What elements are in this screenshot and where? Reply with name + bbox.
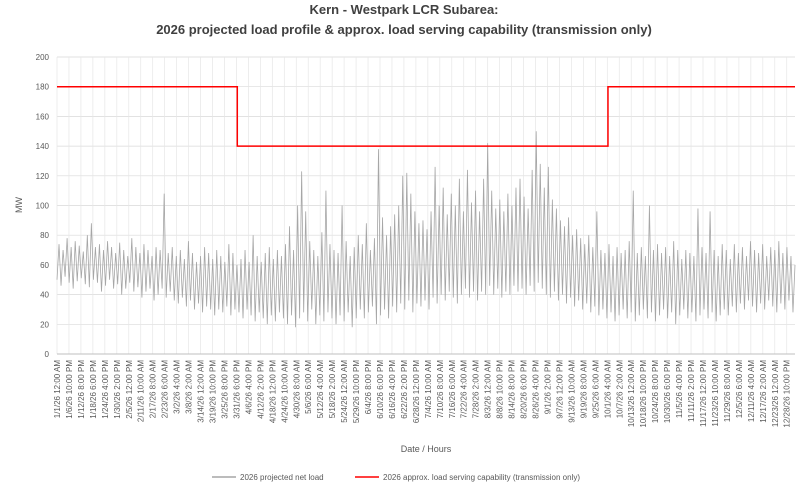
x-tick-label: 1/12/26 8:00 PM xyxy=(77,360,86,419)
x-tick-label: 11/17/26 12:00 PM xyxy=(699,360,708,427)
x-tick-label: 6/4/26 8:00 PM xyxy=(364,360,373,415)
x-tick-label: 6/22/26 2:00 PM xyxy=(400,360,409,419)
x-tick-label: 2/11/26 10:00 AM xyxy=(137,360,146,422)
x-tick-label: 7/16/26 6:00 AM xyxy=(448,360,457,419)
x-tick-label: 9/7/26 12:00 PM xyxy=(555,360,564,419)
y-tick-label: 200 xyxy=(36,53,50,62)
y-axis-title: MW xyxy=(14,197,24,213)
x-tick-label: 7/22/26 4:00 AM xyxy=(460,360,469,419)
x-tick-label: 1/30/26 2:00 PM xyxy=(113,360,122,419)
x-axis-title: Date / Hours xyxy=(401,444,452,454)
x-tick-label: 10/7/26 2:00 AM xyxy=(615,360,624,419)
x-tick-label: 6/16/26 4:00 PM xyxy=(388,360,397,419)
x-tick-label: 10/13/26 12:00 AM xyxy=(627,360,636,428)
y-tick-label: 60 xyxy=(40,261,49,270)
y-tick-label: 160 xyxy=(36,112,50,121)
y-tick-label: 100 xyxy=(36,202,50,211)
x-tick-label: 6/28/26 12:00 PM xyxy=(412,360,421,423)
x-tick-label: 7/10/26 8:00 AM xyxy=(436,360,445,419)
x-tick-label: 4/30/26 8:00 AM xyxy=(292,360,301,419)
x-tick-label: 3/8/26 2:00 AM xyxy=(185,360,194,414)
x-tick-label: 8/3/26 12:00 AM xyxy=(484,360,493,419)
x-tick-label: 2/5/26 12:00 PM xyxy=(125,360,134,419)
y-tick-label: 180 xyxy=(36,83,50,92)
x-tick-label: 5/12/26 4:00 AM xyxy=(316,360,325,419)
x-tick-label: 12/17/26 2:00 AM xyxy=(759,360,768,423)
x-tick-label: 3/14/26 12:00 AM xyxy=(197,360,206,423)
x-tick-label: 10/1/26 4:00 AM xyxy=(603,360,612,419)
legend-label: 2026 projected net load xyxy=(240,473,324,482)
x-tick-label: 11/29/26 8:00 AM xyxy=(723,360,732,422)
x-tick-label: 10/30/26 6:00 PM xyxy=(663,360,672,423)
x-tick-label: 12/11/26 4:00 AM xyxy=(747,360,756,422)
x-tick-label: 4/24/26 10:00 AM xyxy=(280,360,289,423)
x-tick-label: 12/5/26 6:00 AM xyxy=(735,360,744,419)
chart-title: Kern - Westpark LCR Subarea: xyxy=(309,2,498,17)
x-tick-label: 12/28/26 10:00 PM xyxy=(783,360,792,428)
chart-subtitle: 2026 projected load profile & approx. lo… xyxy=(156,22,652,37)
x-tick-label: 1/24/26 4:00 PM xyxy=(101,360,110,419)
x-tick-label: 8/8/26 10:00 PM xyxy=(496,360,505,419)
x-tick-label: 11/5/26 4:00 PM xyxy=(675,360,684,418)
legend-label: 2026 approx. load serving capability (tr… xyxy=(383,473,580,482)
data-line xyxy=(56,131,796,328)
y-tick-label: 20 xyxy=(40,320,49,329)
x-tick-label: 3/19/26 10:00 PM xyxy=(209,360,218,423)
data-line xyxy=(57,85,795,147)
x-tick-label: 4/6/26 4:00 PM xyxy=(244,360,253,415)
x-tick-label: 9/25/26 6:00 AM xyxy=(591,360,600,419)
x-tick-label: 8/26/26 4:00 PM xyxy=(532,360,541,419)
x-tick-label: 1/6/26 10:00 PM xyxy=(65,360,74,419)
y-tick-label: 40 xyxy=(40,291,49,300)
x-tick-label: 1/18/26 6:00 PM xyxy=(89,360,98,419)
x-tick-label: 2/17/26 8:00 AM xyxy=(149,360,158,419)
x-tick-label: 11/11/26 2:00 PM xyxy=(687,360,696,422)
x-tick-label: 3/2/26 4:00 AM xyxy=(173,360,182,414)
x-tick-label: 5/6/26 6:00 AM xyxy=(304,360,313,414)
x-tick-label: 5/18/26 2:00 AM xyxy=(328,360,337,419)
x-tick-label: 3/31/26 6:00 PM xyxy=(232,360,241,419)
x-tick-label: 5/29/26 10:00 PM xyxy=(352,360,361,423)
x-tick-label: 5/24/26 12:00 AM xyxy=(340,360,349,423)
x-tick-label: 10/24/26 8:00 PM xyxy=(651,360,660,423)
x-tick-label: 7/4/26 10:00 AM xyxy=(424,360,433,419)
x-tick-label: 3/25/26 8:00 PM xyxy=(220,360,229,419)
x-tick-label: 12/23/26 12:00 AM xyxy=(771,360,780,428)
y-tick-label: 80 xyxy=(40,231,49,240)
x-tick-label: 10/18/26 10:00 PM xyxy=(639,360,648,428)
x-tick-label: 4/12/26 2:00 PM xyxy=(256,360,265,419)
x-tick-label: 6/10/26 6:00 PM xyxy=(376,360,385,419)
x-tick-label: 7/28/26 2:00 AM xyxy=(472,360,481,419)
x-tick-label: 4/18/26 12:00 PM xyxy=(268,360,277,423)
x-tick-label: 1/1/26 12:00 AM xyxy=(53,360,62,419)
x-tick-label: 11/23/26 10:00 AM xyxy=(711,360,720,427)
x-tick-label: 9/13/26 10:00 AM xyxy=(567,360,576,423)
x-tick-label: 9/1/26 2:00 PM xyxy=(543,360,552,415)
y-tick-label: 120 xyxy=(36,172,50,181)
y-tick-label: 0 xyxy=(45,350,50,359)
x-tick-label: 8/14/26 8:00 PM xyxy=(508,360,517,419)
x-tick-label: 2/23/26 6:00 AM xyxy=(161,360,170,419)
y-tick-label: 140 xyxy=(36,142,50,151)
x-tick-label: 8/20/26 6:00 PM xyxy=(520,360,529,419)
x-tick-label: 9/19/26 8:00 AM xyxy=(579,360,588,419)
